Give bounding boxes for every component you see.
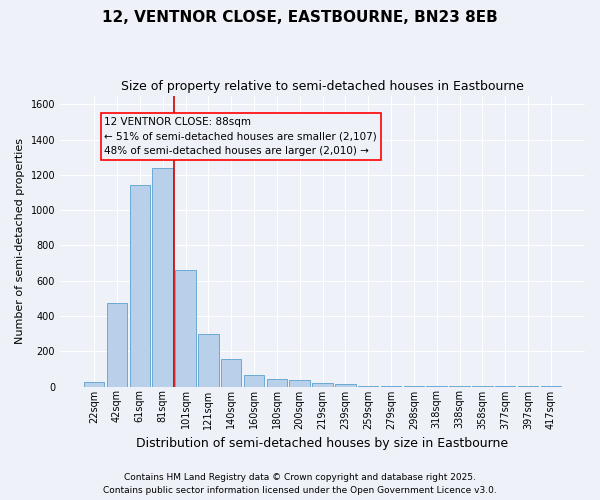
- Bar: [152, 168, 173, 386]
- Bar: [175, 270, 196, 386]
- Bar: [107, 303, 127, 386]
- Bar: [198, 334, 218, 386]
- Text: 12, VENTNOR CLOSE, EASTBOURNE, BN23 8EB: 12, VENTNOR CLOSE, EASTBOURNE, BN23 8EB: [102, 10, 498, 25]
- X-axis label: Distribution of semi-detached houses by size in Eastbourne: Distribution of semi-detached houses by …: [136, 437, 509, 450]
- Bar: [289, 380, 310, 386]
- Bar: [266, 380, 287, 386]
- Text: Contains HM Land Registry data © Crown copyright and database right 2025.
Contai: Contains HM Land Registry data © Crown c…: [103, 474, 497, 495]
- Bar: [130, 184, 150, 386]
- Title: Size of property relative to semi-detached houses in Eastbourne: Size of property relative to semi-detach…: [121, 80, 524, 93]
- Text: 12 VENTNOR CLOSE: 88sqm
← 51% of semi-detached houses are smaller (2,107)
48% of: 12 VENTNOR CLOSE: 88sqm ← 51% of semi-de…: [104, 116, 377, 156]
- Bar: [244, 375, 264, 386]
- Bar: [335, 384, 356, 386]
- Bar: [84, 382, 104, 386]
- Bar: [312, 383, 333, 386]
- Bar: [221, 359, 241, 386]
- Y-axis label: Number of semi-detached properties: Number of semi-detached properties: [15, 138, 25, 344]
